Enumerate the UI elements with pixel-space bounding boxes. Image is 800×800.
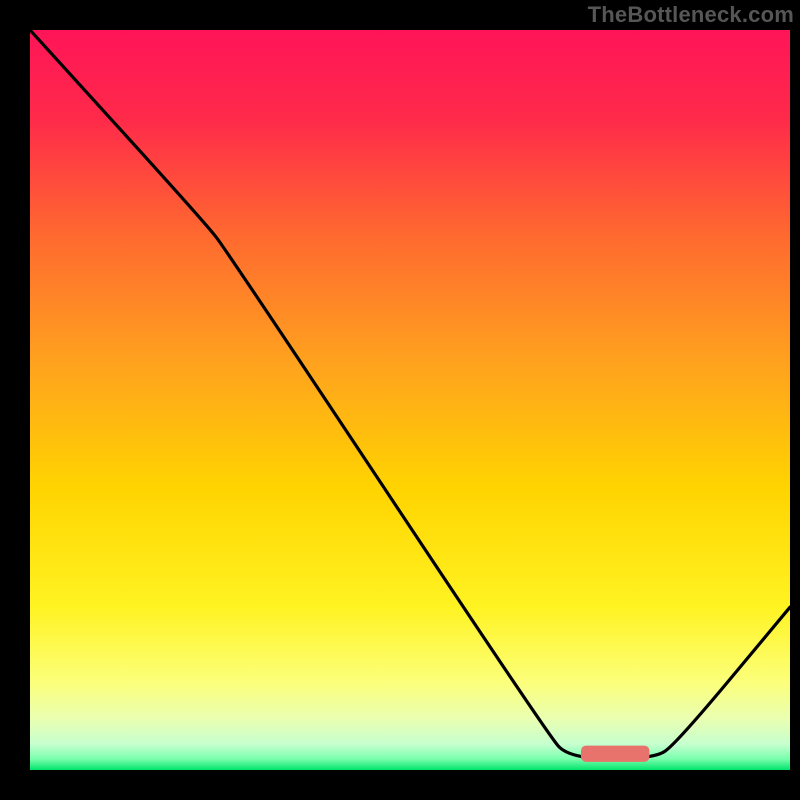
bottleneck-line-chart [0,0,800,800]
chart-container: TheBottleneck.com [0,0,800,800]
watermark-text: TheBottleneck.com [588,2,794,28]
optimum-marker [581,746,649,762]
plot-background-gradient [30,30,790,770]
